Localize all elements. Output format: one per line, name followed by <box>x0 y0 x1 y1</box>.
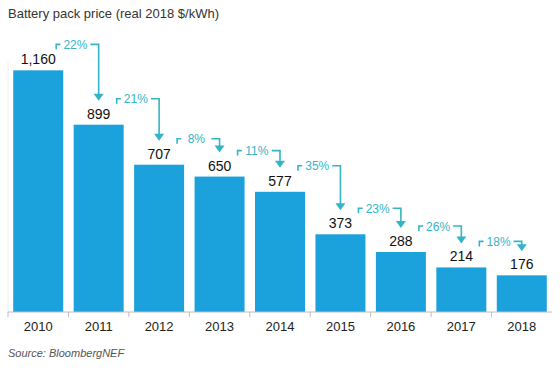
change-label: 22% <box>63 38 87 52</box>
bar <box>436 267 486 312</box>
change-label: 18% <box>487 235 511 249</box>
label-bg <box>423 219 453 233</box>
arrow-head <box>517 244 527 251</box>
annotations: 22% 21% 8% 11% 35% 23% 26% 18% <box>56 37 527 251</box>
arrow-head <box>154 134 164 141</box>
x-tick <box>128 312 129 317</box>
x-tick-label: 2015 <box>326 319 355 334</box>
title: Battery pack price (real 2018 $/kWh) <box>8 6 219 21</box>
x-tick-label: 2017 <box>447 319 476 334</box>
bar <box>255 192 305 312</box>
x-tick <box>8 312 9 317</box>
arrow-head <box>396 221 406 228</box>
data-label: 176 <box>510 256 534 272</box>
change-label: 23% <box>366 202 390 216</box>
data-label: 1,160 <box>21 51 56 67</box>
x-tick-label: 2016 <box>386 319 415 334</box>
x-tick-label: 2011 <box>85 319 113 334</box>
change-arrow <box>56 44 98 94</box>
x-tick <box>249 312 250 317</box>
data-label: 214 <box>450 248 474 264</box>
bars <box>13 70 547 312</box>
label-bg <box>363 201 393 215</box>
arrow-head <box>456 236 466 243</box>
data-label: 373 <box>329 215 353 231</box>
label-bg <box>181 132 211 146</box>
x-tick <box>431 312 432 317</box>
x-tick-label: 2018 <box>507 319 536 334</box>
change-label: 26% <box>426 220 450 234</box>
bar <box>195 177 245 312</box>
source: Source: BloombergNEF <box>8 347 125 359</box>
x-axis-line <box>8 312 552 313</box>
label-bg <box>484 234 514 248</box>
data-label: 650 <box>208 158 232 174</box>
bar <box>315 234 365 312</box>
x-tick <box>370 312 371 317</box>
x-tick <box>310 312 311 317</box>
x-tick-label: 2010 <box>24 319 53 334</box>
x-tick <box>68 312 69 317</box>
label-bg <box>302 159 332 173</box>
arrow-head <box>335 203 345 210</box>
bar <box>74 125 124 312</box>
bar <box>376 252 426 312</box>
x-tick <box>189 312 190 317</box>
data-label: 577 <box>268 173 292 189</box>
label-bg <box>60 37 90 51</box>
bar <box>13 70 63 312</box>
x-tick-label: 2013 <box>205 319 234 334</box>
x-tick-label: 2014 <box>266 319 295 334</box>
bar <box>134 165 184 312</box>
change-label: 8% <box>188 132 206 146</box>
data-label: 899 <box>87 106 111 122</box>
arrow-head <box>275 161 285 168</box>
bar <box>497 275 547 312</box>
change-label: 21% <box>124 92 148 106</box>
label-bg <box>121 92 151 106</box>
arrow-head <box>215 146 225 153</box>
x-tick-label: 2012 <box>145 319 174 334</box>
data-label: 707 <box>147 146 171 162</box>
arrow-head <box>94 94 104 101</box>
label-bg <box>242 144 272 158</box>
data-label: 288 <box>389 233 413 249</box>
y-axis-line <box>8 62 9 312</box>
chart: Battery pack price (real 2018 $/kWh) 2010… <box>0 0 560 372</box>
x-tick <box>491 312 492 317</box>
change-label: 35% <box>305 159 329 173</box>
change-label: 11% <box>245 144 268 158</box>
